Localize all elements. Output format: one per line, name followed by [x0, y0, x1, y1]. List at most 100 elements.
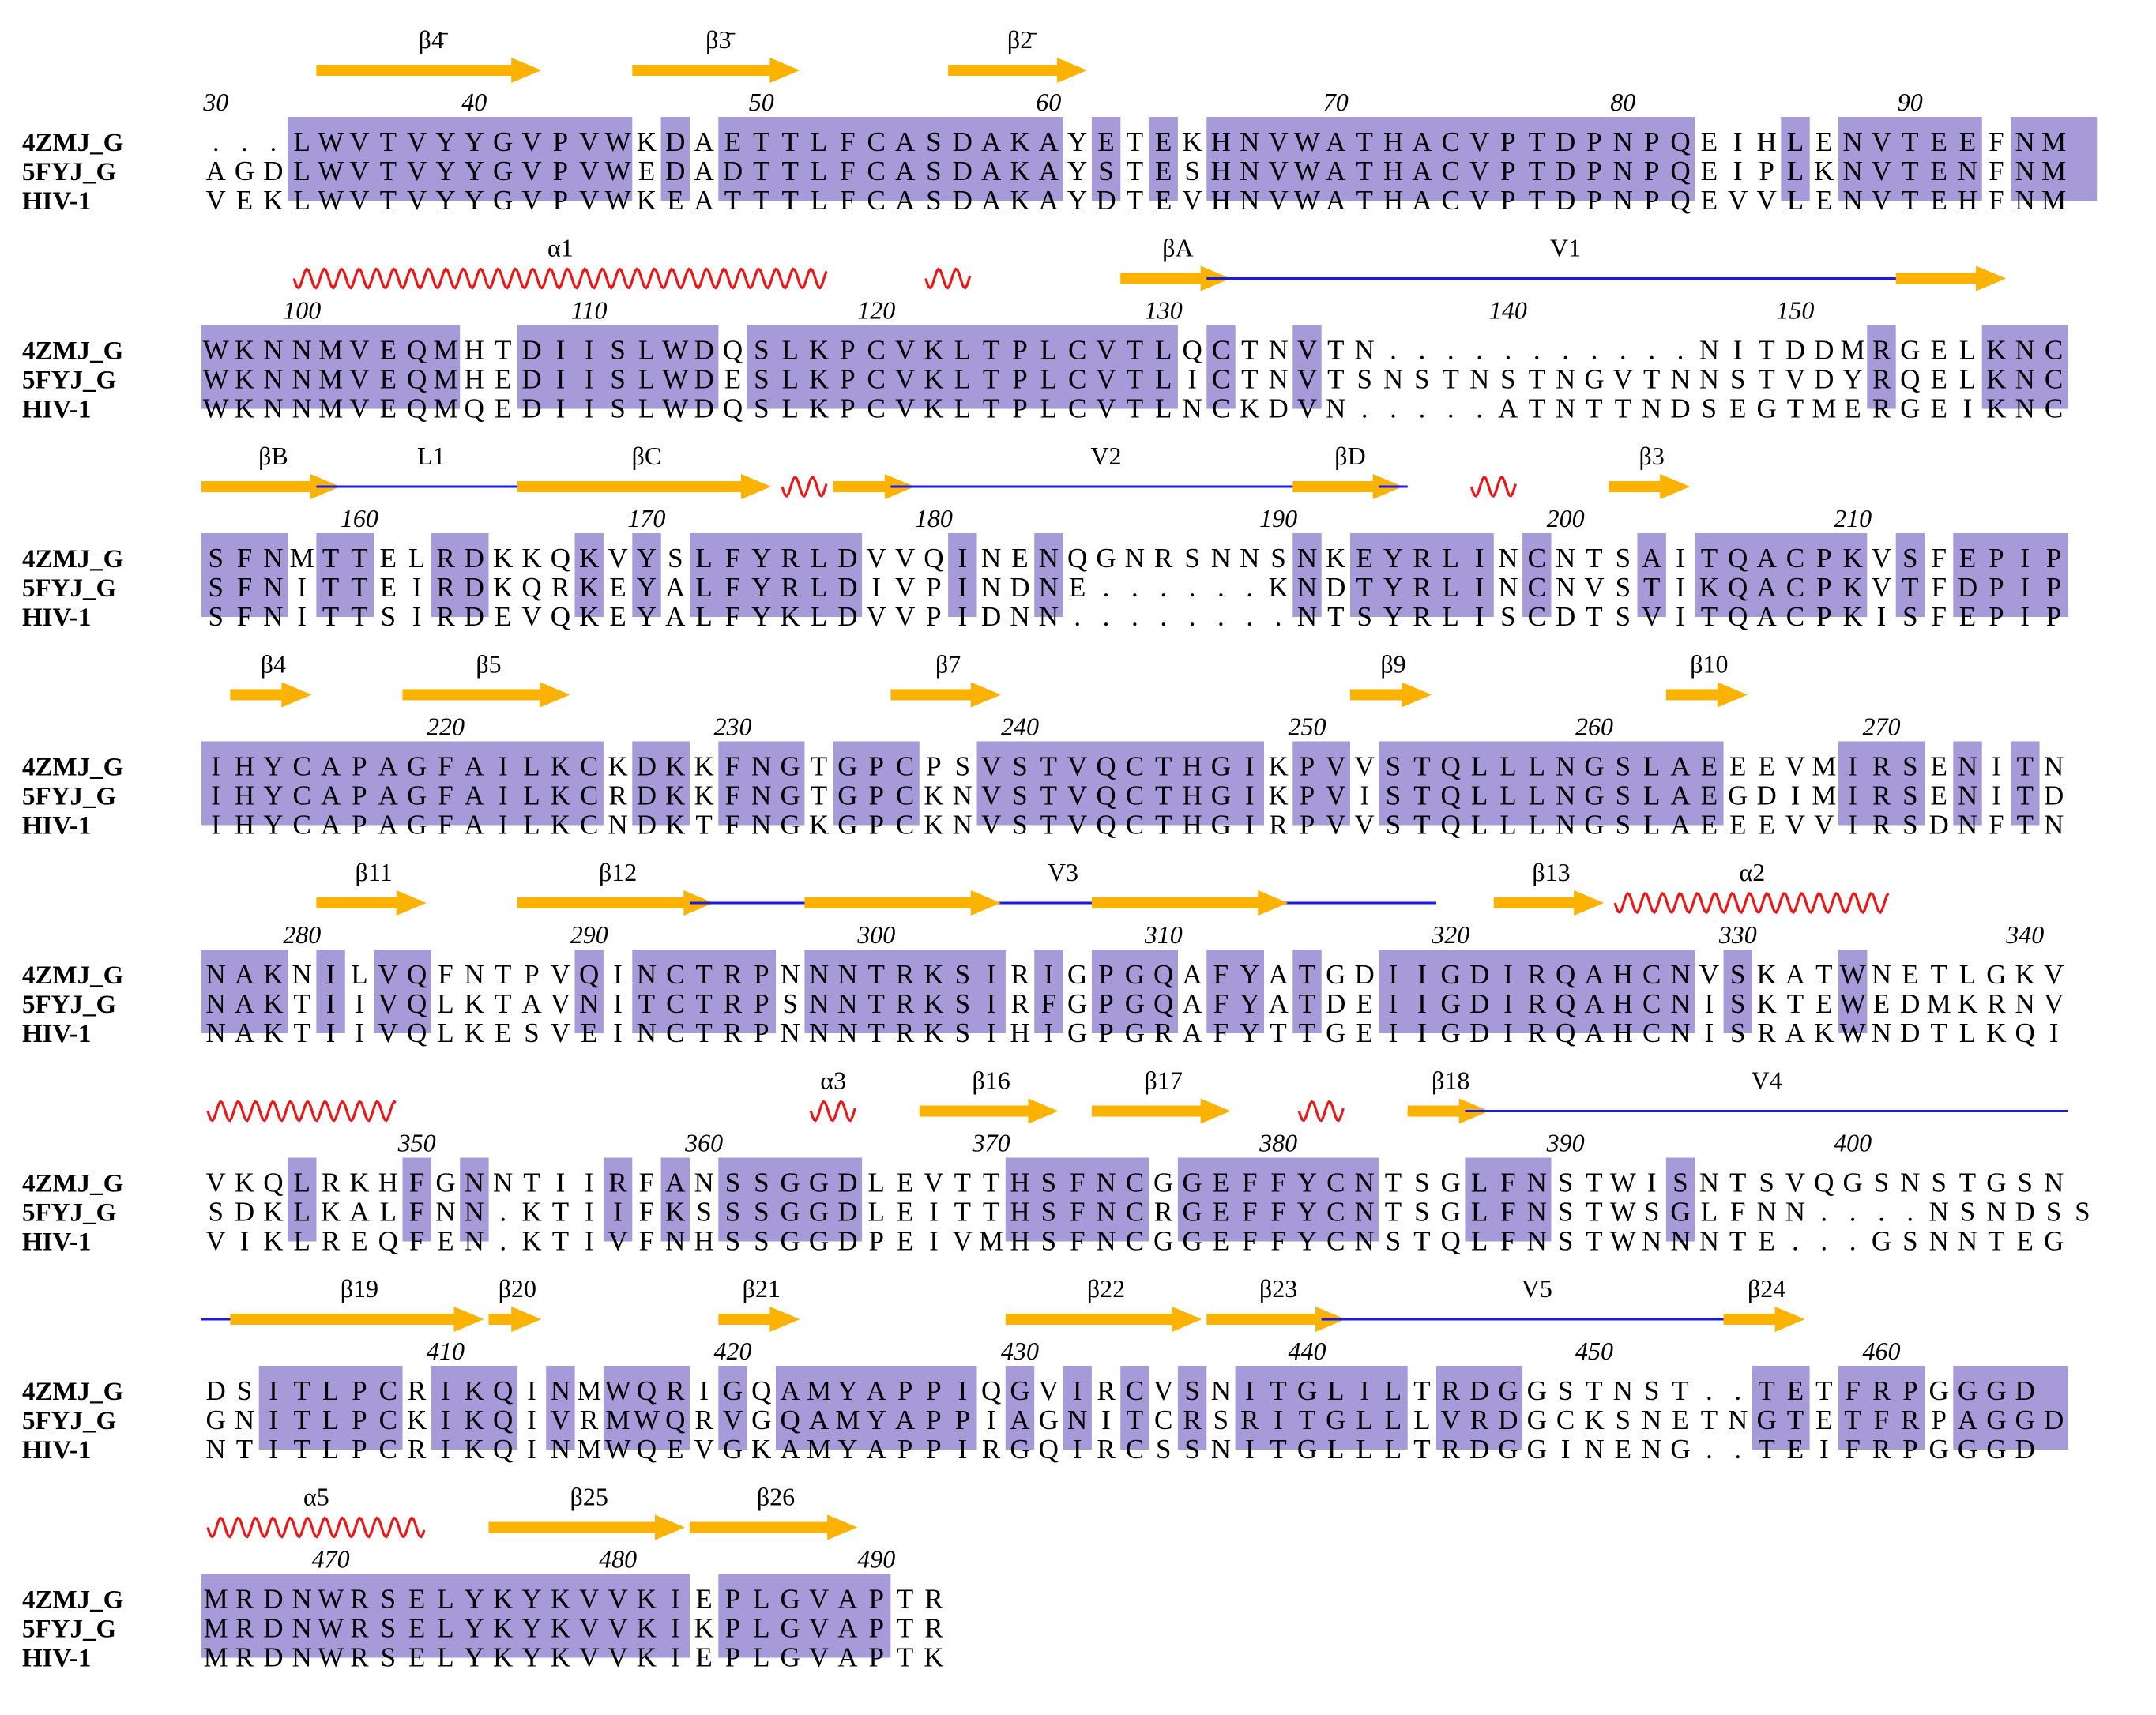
alignment-gap: .: [1792, 1226, 1799, 1257]
residue: S: [955, 1017, 970, 1048]
residue: R: [724, 1017, 743, 1048]
residue: R: [436, 601, 455, 632]
residue: C: [1126, 1434, 1144, 1465]
residue: A: [1642, 543, 1662, 574]
residue: F: [1270, 1168, 1285, 1198]
residue: W: [318, 1642, 344, 1673]
residue: K: [1842, 572, 1862, 603]
residue: D: [1355, 959, 1375, 990]
alignment-gap: .: [1217, 601, 1225, 632]
residue: A: [1670, 751, 1691, 782]
residue: N: [1670, 988, 1690, 1019]
residue: Y: [1383, 543, 1403, 574]
residue: T: [1385, 1197, 1402, 1228]
residue: A: [1498, 393, 1518, 424]
conserved-region-box: [1063, 1366, 1092, 1450]
residue: E: [1213, 1226, 1229, 1257]
residue: Q: [1441, 780, 1461, 811]
residue: R: [781, 543, 800, 574]
residue: N: [1842, 126, 1862, 157]
residue: C: [1556, 1405, 1575, 1435]
residue: G: [1297, 1375, 1317, 1406]
residue: A: [809, 1405, 830, 1435]
beta-strand-arrow: [1665, 682, 1748, 708]
residue: A: [1670, 780, 1691, 811]
secondary-structure-label: βB: [258, 442, 288, 470]
conserved-region-box: [288, 1157, 317, 1242]
residue: E: [1873, 988, 1890, 1019]
residue: G: [781, 1584, 800, 1615]
residue: N: [1355, 1226, 1375, 1257]
residue: N: [2015, 126, 2035, 157]
residue: N: [1297, 572, 1317, 603]
residue-number: 460: [1863, 1337, 1901, 1365]
conserved-region-box: [718, 1366, 747, 1450]
residue: G: [1584, 751, 1604, 782]
residue: T: [1241, 335, 1258, 366]
residue: K: [924, 959, 943, 990]
residue: T: [1902, 572, 1918, 603]
residue: A: [867, 1434, 887, 1465]
residue: D: [263, 156, 283, 186]
residue: N: [206, 1017, 226, 1048]
residue: K: [694, 751, 713, 782]
residue: G: [781, 1613, 800, 1644]
residue: G: [1153, 1226, 1173, 1257]
residue: V: [1355, 810, 1375, 841]
residue: G: [1125, 988, 1145, 1019]
residue: K: [1268, 751, 1288, 782]
residue: V: [1297, 364, 1317, 395]
residue: K: [551, 1613, 570, 1644]
conserved-region-box: [1838, 741, 1925, 826]
residue: F: [1845, 1434, 1860, 1465]
residue: Y: [1297, 1226, 1317, 1257]
residue: C: [1068, 364, 1086, 395]
residue: N: [1842, 156, 1862, 186]
residue: G: [1527, 1405, 1547, 1435]
residue: S: [1414, 1197, 1429, 1228]
residue: P: [926, 751, 941, 782]
residue: R: [1097, 1434, 1116, 1465]
residue: I: [1073, 1434, 1082, 1465]
residue: C: [1786, 543, 1804, 574]
residue: T: [983, 1168, 999, 1198]
residue: H: [1613, 988, 1633, 1019]
residue: N: [1556, 364, 1575, 395]
residue: Y: [751, 543, 771, 574]
residue: S: [725, 1197, 740, 1228]
residue: A: [378, 810, 399, 841]
residue: T: [1270, 1434, 1286, 1465]
residue: K: [551, 751, 570, 782]
residue: Q: [1814, 1168, 1834, 1198]
residue: E: [495, 364, 511, 395]
residue-number: 90: [1898, 88, 1923, 116]
residue: R: [1154, 1017, 1173, 1048]
residue: L: [1327, 1434, 1344, 1465]
residue: K: [407, 1405, 427, 1435]
residue: F: [237, 572, 252, 603]
residue: L: [351, 959, 367, 990]
residue: T: [1672, 1375, 1688, 1406]
alpha-helix-coil: [206, 1516, 426, 1539]
sequence-name-label: 4ZMJ_G: [22, 961, 123, 990]
residue: I: [1819, 1434, 1829, 1465]
residue: I: [1733, 156, 1743, 186]
residue: I: [441, 1405, 450, 1435]
alignment-gap: .: [1706, 1434, 1713, 1465]
residue: D: [1756, 780, 1776, 811]
residue: I: [556, 335, 566, 366]
residue: N: [1613, 1375, 1633, 1406]
residue: W: [1840, 959, 1866, 990]
residue: N: [2044, 1168, 2064, 1198]
residue: I: [1963, 393, 1973, 424]
residue: H: [465, 335, 484, 366]
residue: A: [1756, 601, 1777, 632]
residue: D: [1556, 126, 1575, 157]
residue: T: [380, 156, 397, 186]
residue: T: [1327, 364, 1344, 395]
residue: L: [380, 1197, 397, 1228]
conserved-region-box: [1953, 533, 2068, 617]
residue: H: [1211, 185, 1231, 216]
residue: E: [495, 601, 511, 632]
residue: P: [926, 601, 941, 632]
